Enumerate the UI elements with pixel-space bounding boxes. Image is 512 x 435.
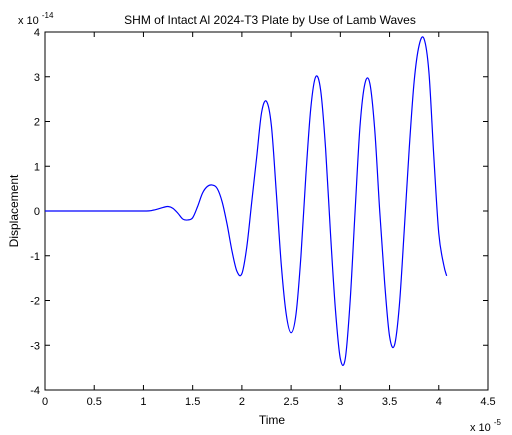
x-exponent-base: x 10: [470, 422, 491, 434]
y-tick-label: -3: [30, 340, 40, 352]
x-exponent-power: -5: [494, 418, 502, 427]
y-exponent-label: x 10 -14: [18, 11, 54, 27]
displacement-series-line: [44, 36, 448, 366]
y-tick-label: 0: [34, 206, 40, 218]
y-axis-ticks: -4 -3 -2 -1 0 1 2 3 4: [30, 27, 488, 397]
x-tick-label: 1.5: [185, 396, 200, 408]
x-axis-label: Time: [259, 413, 286, 427]
chart-title: SHM of Intact Al 2024-T3 Plate by Use of…: [124, 13, 416, 27]
y-tick-label: 4: [34, 27, 40, 39]
x-tick-label: 0: [42, 396, 48, 408]
x-tick-label: 3.5: [382, 396, 397, 408]
y-tick-label: -2: [30, 296, 40, 308]
y-tick-label: 3: [34, 72, 40, 84]
y-axis-label: Displacement: [7, 174, 21, 247]
x-tick-label: 3: [337, 396, 343, 408]
x-tick-label: 1: [140, 396, 146, 408]
x-tick-label: 2.5: [283, 396, 298, 408]
x-axis-ticks: 0 0.5 1 1.5 2 2.5 3 3.5 4 4.5: [42, 32, 496, 408]
y-exponent-power: -14: [42, 11, 54, 20]
y-tick-label: 1: [34, 161, 40, 173]
y-tick-label: 2: [34, 117, 40, 129]
x-tick-label: 4.5: [480, 396, 495, 408]
x-exponent-label: x 10 -5: [470, 418, 502, 434]
y-tick-label: -4: [30, 385, 40, 397]
y-tick-label: -1: [30, 251, 40, 263]
x-tick-label: 4: [436, 396, 442, 408]
y-exponent-base: x 10: [18, 15, 39, 27]
x-tick-label: 2: [239, 396, 245, 408]
x-tick-label: 0.5: [87, 396, 102, 408]
